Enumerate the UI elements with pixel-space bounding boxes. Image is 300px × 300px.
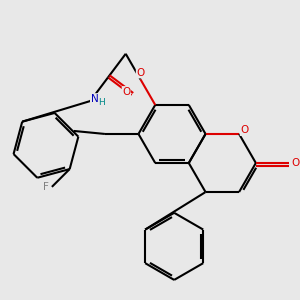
Text: N: N — [91, 94, 98, 104]
Text: O: O — [136, 68, 145, 78]
Text: O: O — [240, 125, 248, 136]
Text: F: F — [43, 182, 48, 192]
Text: H: H — [99, 98, 105, 107]
Text: O: O — [292, 158, 300, 168]
Text: O: O — [122, 87, 130, 97]
